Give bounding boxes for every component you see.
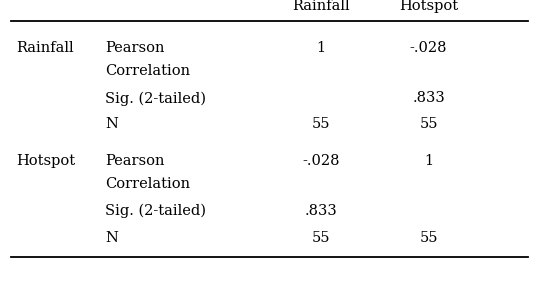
Text: 55: 55 [419, 117, 438, 131]
Text: N: N [105, 231, 118, 245]
Text: Hotspot: Hotspot [399, 0, 458, 13]
Text: Sig. (2-tailed): Sig. (2-tailed) [105, 204, 206, 218]
Text: .833: .833 [412, 91, 445, 105]
Text: Correlation: Correlation [105, 64, 190, 78]
Text: Sig. (2-tailed): Sig. (2-tailed) [105, 91, 206, 105]
Text: -.028: -.028 [302, 154, 340, 168]
Text: Pearson: Pearson [105, 41, 164, 55]
Text: Correlation: Correlation [105, 177, 190, 191]
Text: Hotspot: Hotspot [16, 154, 75, 168]
Text: .833: .833 [305, 204, 337, 218]
Text: -.028: -.028 [410, 41, 447, 55]
Text: Pearson: Pearson [105, 154, 164, 168]
Text: 55: 55 [419, 231, 438, 245]
Text: 55: 55 [312, 117, 330, 131]
Text: Rainfall: Rainfall [292, 0, 349, 13]
Text: 1: 1 [424, 154, 433, 168]
Text: 55: 55 [312, 231, 330, 245]
Text: 1: 1 [316, 41, 325, 55]
Text: Rainfall: Rainfall [16, 41, 74, 55]
Text: N: N [105, 117, 118, 131]
